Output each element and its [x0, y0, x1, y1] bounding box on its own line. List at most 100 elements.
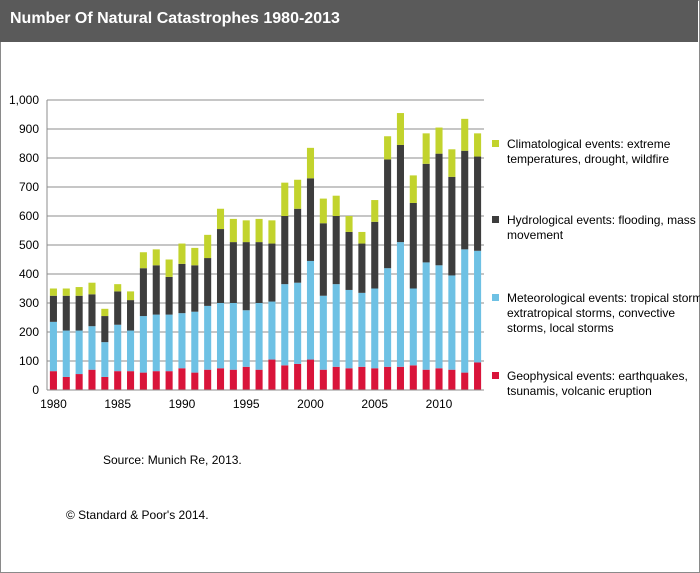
x-tick-label: 2005 — [361, 397, 388, 411]
bar-segment-2000-s1 — [306, 260, 315, 360]
y-tick-label: 100 — [19, 354, 39, 368]
legend-swatch — [492, 372, 499, 379]
x-tick-label: 2000 — [297, 397, 324, 411]
bar-segment-2004-s1 — [358, 292, 366, 367]
bar-segment-1997-s1 — [268, 301, 276, 360]
y-tick-label: 200 — [19, 325, 39, 339]
bar-segment-2001-s2 — [319, 223, 327, 296]
x-tick-label: 1985 — [104, 397, 131, 411]
bar-segment-1984-s3 — [101, 308, 109, 317]
bar-segment-1989-s0 — [165, 371, 173, 390]
bar-segment-1996-s0 — [255, 369, 263, 390]
bar-segment-1983-s2 — [88, 294, 96, 327]
bar-segment-2004-s2 — [358, 243, 366, 293]
bar-segment-1988-s2 — [152, 265, 160, 315]
bar-segment-1989-s3 — [165, 259, 173, 277]
bar-segment-1995-s3 — [242, 220, 250, 243]
bar-segment-1988-s1 — [152, 314, 160, 372]
bar-segment-2008-s2 — [409, 202, 417, 289]
bar-segment-1996-s3 — [255, 218, 263, 243]
bar-segment-1984-s1 — [101, 342, 109, 377]
x-tick-label: 1995 — [233, 397, 260, 411]
bar-segment-1994-s3 — [229, 218, 237, 243]
gridlines — [47, 99, 484, 362]
bar-segment-1997-s0 — [268, 359, 276, 390]
bar-segment-2007-s2 — [396, 144, 404, 243]
y-tick-label: 600 — [19, 209, 39, 223]
bar-segment-1993-s3 — [216, 208, 225, 230]
bar-segment-2008-s0 — [409, 365, 417, 390]
bar-segment-1999-s2 — [294, 208, 302, 283]
bar-segment-2006-s1 — [384, 268, 392, 367]
legend-label: Climatological events: extreme temperatu… — [507, 137, 671, 166]
x-tick-label: 1990 — [169, 397, 196, 411]
bar-segment-1982-s0 — [75, 374, 83, 390]
bar-segment-2001-s0 — [319, 369, 327, 390]
bar-segment-1991-s2 — [191, 265, 199, 312]
bar-segment-2011-s3 — [448, 149, 456, 177]
bar-segment-2009-s2 — [422, 163, 430, 263]
bar-segment-1980-s0 — [49, 371, 57, 390]
bar-segment-1980-s1 — [49, 321, 57, 372]
legend-label: Meteorological events: tropical storms, … — [507, 291, 700, 335]
bar-segment-1995-s1 — [242, 310, 250, 367]
bar-segment-1993-s1 — [216, 303, 225, 369]
bar-segment-1986-s0 — [127, 371, 135, 390]
y-tick-label: 700 — [19, 180, 39, 194]
bar-segment-2005-s0 — [371, 368, 379, 390]
bar-segment-2003-s0 — [345, 368, 353, 390]
bar-segment-1982-s3 — [75, 287, 83, 296]
bar-segment-1992-s0 — [204, 369, 212, 390]
copyright-note: © Standard & Poor's 2014. — [66, 508, 209, 522]
bar-segment-2006-s3 — [384, 136, 392, 160]
y-tick-label: 500 — [19, 238, 39, 252]
bar-segment-1991-s0 — [191, 372, 199, 390]
legend-entry: Hydrological events: flooding, mass move… — [492, 213, 700, 243]
bar-segment-2012-s0 — [461, 372, 469, 390]
bar-segment-2012-s2 — [461, 150, 469, 250]
bar-segment-2003-s2 — [345, 231, 353, 290]
bar-segment-1997-s2 — [268, 243, 276, 302]
bar-segment-2002-s3 — [332, 195, 340, 216]
bar-segment-1998-s1 — [281, 284, 289, 366]
y-tick-label: 400 — [19, 267, 39, 281]
bar-segment-1991-s3 — [191, 247, 199, 266]
bar-segment-1980-s3 — [49, 288, 57, 296]
bar-segment-1985-s0 — [114, 371, 122, 390]
bar-segment-1992-s1 — [204, 305, 212, 370]
bar-segment-1981-s1 — [62, 330, 70, 377]
bar-segment-1996-s2 — [255, 242, 263, 303]
legend-swatch — [492, 140, 499, 147]
bar-segment-2005-s3 — [371, 200, 379, 222]
bar-segment-2011-s2 — [448, 176, 456, 276]
bar-segment-1984-s2 — [101, 316, 109, 343]
title-bar: Number Of Natural Catastrophes 1980-2013 — [0, 0, 698, 42]
legend-label: Hydrological events: flooding, mass move… — [507, 213, 696, 242]
bar-segment-2006-s2 — [384, 159, 392, 269]
bar-segment-1988-s0 — [152, 371, 160, 390]
bar-segment-2011-s0 — [448, 369, 456, 390]
chart-title: Number Of Natural Catastrophes 1980-2013 — [10, 10, 340, 27]
x-tick-labels: 1980 1985 1990 1995 2000 2005 2010 — [40, 397, 453, 411]
y-tick-label: 0 — [32, 383, 39, 397]
bar-segment-1993-s0 — [216, 368, 225, 390]
legend-entry: Climatological events: extreme temperatu… — [492, 137, 700, 167]
bar-segment-2003-s1 — [345, 289, 353, 369]
bar-segment-1985-s2 — [114, 291, 122, 325]
bar-segment-2004-s3 — [358, 231, 366, 244]
bar-segment-1990-s2 — [178, 263, 186, 314]
bar-segment-2000-s0 — [306, 359, 315, 390]
bar-segment-1999-s0 — [294, 363, 302, 390]
bar-segment-2007-s0 — [396, 366, 404, 390]
bar-segment-2005-s1 — [371, 288, 379, 369]
bar-segment-1983-s3 — [88, 282, 96, 295]
bar-segment-2010-s2 — [435, 153, 443, 266]
bar-segment-1986-s3 — [127, 291, 135, 301]
bar-segment-1993-s2 — [216, 229, 225, 303]
bar-segment-1999-s3 — [294, 179, 302, 209]
y-tick-label: 300 — [19, 296, 39, 310]
legend-label: Geophysical events: earthquakes, tsunami… — [507, 369, 688, 398]
bar-segment-2000-s3 — [306, 147, 315, 179]
bar-segment-1991-s1 — [191, 311, 199, 373]
bar-segment-1996-s1 — [255, 303, 263, 370]
